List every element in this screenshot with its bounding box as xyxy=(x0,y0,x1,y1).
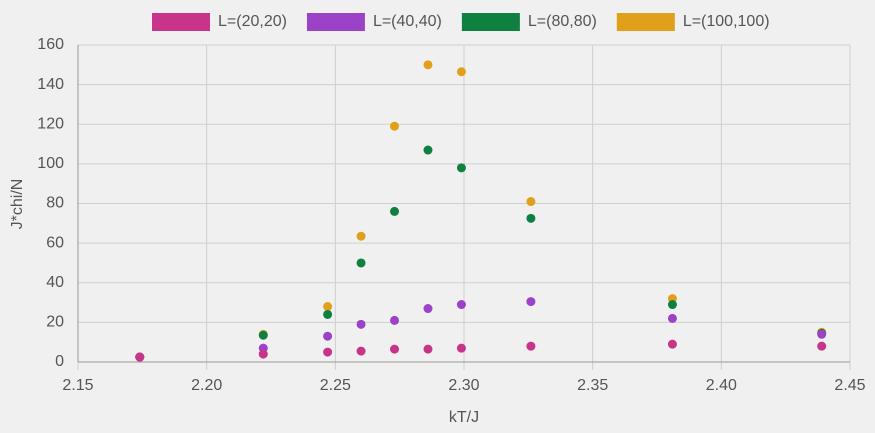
y-tick-label: 20 xyxy=(46,314,64,331)
point xyxy=(526,297,536,307)
point xyxy=(667,339,677,349)
y-axis-label: J*chi/N xyxy=(9,179,26,230)
point xyxy=(423,145,433,155)
y-tick-label: 100 xyxy=(37,155,64,172)
point xyxy=(423,344,433,354)
point xyxy=(667,300,677,310)
legend-swatch xyxy=(306,13,365,31)
y-tick-label: 0 xyxy=(55,353,64,370)
x-tick-label: 2.45 xyxy=(834,377,865,394)
point xyxy=(456,163,466,173)
point xyxy=(526,197,536,207)
x-axis-label: kT/J xyxy=(449,409,479,426)
point xyxy=(667,313,677,323)
point xyxy=(423,304,433,314)
y-tick-label: 40 xyxy=(46,274,64,291)
legend-swatch xyxy=(152,13,210,31)
point xyxy=(817,341,827,351)
point xyxy=(390,121,400,131)
x-tick-label: 2.25 xyxy=(320,377,351,394)
point xyxy=(526,213,536,223)
point xyxy=(390,344,400,354)
legend-label: L=(100,100) xyxy=(683,13,770,30)
y-tick-label: 160 xyxy=(37,36,64,53)
point xyxy=(356,258,366,268)
x-tick-label: 2.20 xyxy=(191,377,222,394)
y-tick-label: 140 xyxy=(37,76,64,93)
y-tick-label: 60 xyxy=(46,234,64,251)
point xyxy=(356,319,366,329)
point xyxy=(817,329,827,339)
point xyxy=(135,352,145,362)
point xyxy=(456,300,466,310)
x-tick-label: 2.40 xyxy=(706,377,737,394)
legend-swatch xyxy=(616,13,675,31)
point xyxy=(356,346,366,356)
y-tick-label: 80 xyxy=(46,195,64,212)
point xyxy=(258,330,268,340)
point xyxy=(390,315,400,325)
legend-label: L=(20,20) xyxy=(218,13,287,30)
point xyxy=(390,206,400,216)
x-tick-label: 2.30 xyxy=(448,377,479,394)
point xyxy=(423,60,433,70)
y-tick-label: 120 xyxy=(37,115,64,132)
point xyxy=(456,343,466,353)
point xyxy=(323,309,333,319)
point xyxy=(356,231,366,241)
x-tick-label: 2.15 xyxy=(62,377,93,394)
point xyxy=(323,331,333,341)
point xyxy=(526,341,536,351)
point xyxy=(456,67,466,77)
point xyxy=(258,349,268,359)
legend-swatch xyxy=(461,13,520,31)
point xyxy=(323,347,333,357)
point xyxy=(323,302,333,312)
x-tick-label: 2.35 xyxy=(577,377,608,394)
legend-label: L=(80,80) xyxy=(528,13,597,30)
legend-label: L=(40,40) xyxy=(373,13,442,30)
